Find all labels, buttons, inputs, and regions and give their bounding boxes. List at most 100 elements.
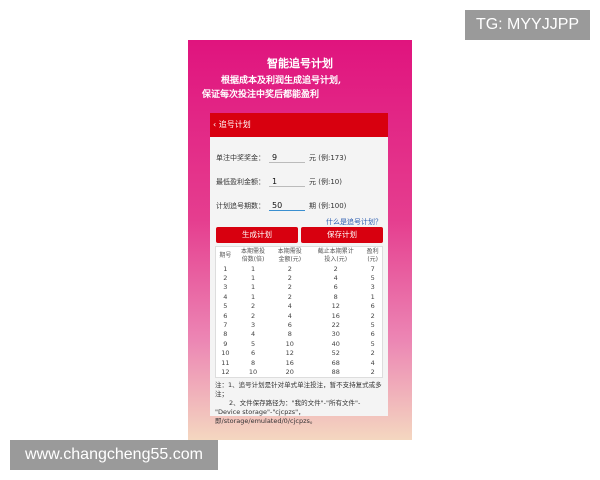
table-cell: 2 [223, 273, 228, 282]
generate-button[interactable]: 生成计划 [216, 227, 298, 243]
table-row: 4 1 2 8 1 [216, 293, 383, 302]
periods-hint: 期 (例:100) [309, 202, 347, 210]
prize-input[interactable]: 9 [269, 153, 305, 163]
form-row-periods: 计划追号期数： 50 期 (例:100) [216, 201, 346, 211]
table-cell: 1 [250, 292, 256, 301]
prize-hint: 元 (例:173) [309, 154, 347, 162]
column-header: 盈利 (元) [366, 248, 379, 263]
table-cell: 22 [331, 320, 340, 329]
table-cell: 4 [370, 358, 375, 367]
app-screen: 智能追号计划 根据成本及利润生成追号计划, 保证每次投注中奖后都能盈利 ‹ 追号… [188, 40, 412, 440]
table-cell: 6 [223, 311, 228, 320]
plan-table: 期号 本期需投 倍数(倍) 本期需投 金额(元) 截止本期累计 投入(元) 盈利 (元)… [215, 246, 383, 379]
table-cell: 6 [250, 349, 256, 358]
table-cell: 30 [331, 330, 340, 339]
header-title: 追号计划 [218, 120, 251, 129]
table-row: 1 1 2 2 7 [216, 265, 383, 274]
column-header: 截止本期累计 投入(元) [317, 248, 354, 263]
table-cell: 4 [333, 273, 338, 282]
table-row: 12 10 20 88 2 [216, 368, 383, 378]
table-cell: 2 [287, 264, 292, 273]
table-cell: 7 [223, 320, 228, 329]
table-cell: 88 [331, 367, 340, 376]
table-cell: 4 [287, 311, 292, 320]
table-cell: 1 [250, 273, 256, 282]
table-cell: 2 [333, 264, 338, 273]
table-cell: 4 [287, 302, 292, 311]
table-cell: 1 [223, 264, 228, 273]
table-cell: 8 [333, 292, 338, 301]
table-cell: 7 [370, 264, 375, 273]
table-cell: 8 [287, 330, 292, 339]
table-cell: 40 [331, 339, 340, 348]
table-cell: 1 [370, 292, 375, 301]
table-cell: 8 [223, 330, 228, 339]
table-cell: 5 [250, 339, 256, 348]
table-cell: 16 [331, 311, 340, 320]
column-header: 本期需投 倍数(倍) [241, 248, 266, 263]
table-row: 6 2 4 16 2 [216, 312, 383, 321]
column-header: 本期需投 金额(元) [277, 248, 302, 263]
table-cell: 6 [333, 283, 338, 292]
notes: 注：1、追号计划是针对单式单注投注，暂不支持复式或多注； 2、文件保存路径为："… [215, 381, 385, 426]
table-cell: 9 [223, 339, 228, 348]
banner-title: 智能追号计划 [267, 57, 333, 70]
table-row: 3 1 2 6 3 [216, 283, 383, 292]
plan-card: ‹ 追号计划 单注中奖奖金： 9 元 (例:173) 最低盈利金额： 1 元 (例:10… [210, 113, 388, 425]
table-cell: 4 [223, 292, 228, 301]
table-cell: 2 [287, 273, 292, 282]
table-row: 5 2 4 12 6 [216, 302, 383, 311]
column-header: 期号 [219, 252, 232, 259]
table-cell: 12 [285, 349, 294, 358]
table-cell: 2 [370, 311, 375, 320]
watermark-bottom: www.changcheng55.com [10, 440, 218, 470]
table-row: 2 1 2 4 5 [216, 274, 383, 283]
table-cell: 8 [250, 358, 256, 367]
table-cell: 2 [250, 311, 256, 320]
note-2: 2、文件保存路径为："我的文件"-"所有文件"-"Device storage"… [215, 399, 361, 425]
table-cell: 6 [370, 302, 375, 311]
table-row: 8 4 8 30 6 [216, 330, 383, 339]
table-cell: 1 [250, 283, 256, 292]
table-row: 7 3 6 22 5 [216, 321, 383, 330]
table-cell: 5 [223, 302, 228, 311]
table-cell: 3 [250, 320, 256, 329]
table-cell: 6 [370, 330, 375, 339]
table-cell: 4 [250, 330, 256, 339]
table-cell: 2 [287, 292, 292, 301]
header-bar: ‹ 追号计划 [210, 113, 388, 137]
table-cell: 2 [370, 367, 375, 376]
save-button[interactable]: 保存计划 [301, 227, 383, 243]
banner-line1: 根据成本及利润生成追号计划, [221, 76, 342, 86]
periods-input[interactable]: 50 [269, 201, 305, 211]
form-row-prize: 单注中奖奖金： 9 元 (例:173) [216, 153, 346, 163]
profit-hint: 元 (例:10) [309, 178, 342, 186]
banner-line2: 保证每次投注中奖后都能盈利 [202, 90, 320, 100]
table-cell: 3 [223, 283, 228, 292]
prize-label: 单注中奖奖金： [216, 154, 265, 162]
watermark-top: TG: MYYJJPP [465, 10, 590, 40]
table-row: 11 8 16 68 4 [216, 359, 383, 368]
table-cell: 3 [370, 283, 375, 292]
profit-input[interactable]: 1 [269, 177, 305, 187]
table-cell: 1 [250, 264, 256, 273]
table-cell: 2 [370, 349, 375, 358]
table-cell: 2 [250, 302, 256, 311]
profit-label: 最低盈利金额： [216, 178, 265, 186]
table-cell: 11 [221, 358, 230, 367]
table-cell: 5 [370, 320, 375, 329]
table-cell: 2 [287, 283, 292, 292]
table-cell: 5 [370, 273, 375, 282]
back-chevron-icon[interactable]: ‹ [213, 120, 217, 129]
note-1: 注：1、追号计划是针对单式单注投注，暂不支持复式或多注； [215, 381, 382, 398]
table-cell: 68 [331, 358, 340, 367]
table-row: 10 6 12 52 2 [216, 349, 383, 358]
table-cell: 10 [248, 367, 258, 376]
help-link[interactable]: 什么是追号计划？ [326, 218, 382, 226]
periods-label: 计划追号期数： [216, 202, 265, 210]
table-cell: 12 [221, 367, 230, 376]
table-row: 9 5 10 40 5 [216, 340, 383, 349]
table-cell: 10 [221, 349, 230, 358]
table-cell: 12 [331, 302, 340, 311]
table-cell: 20 [285, 367, 294, 376]
